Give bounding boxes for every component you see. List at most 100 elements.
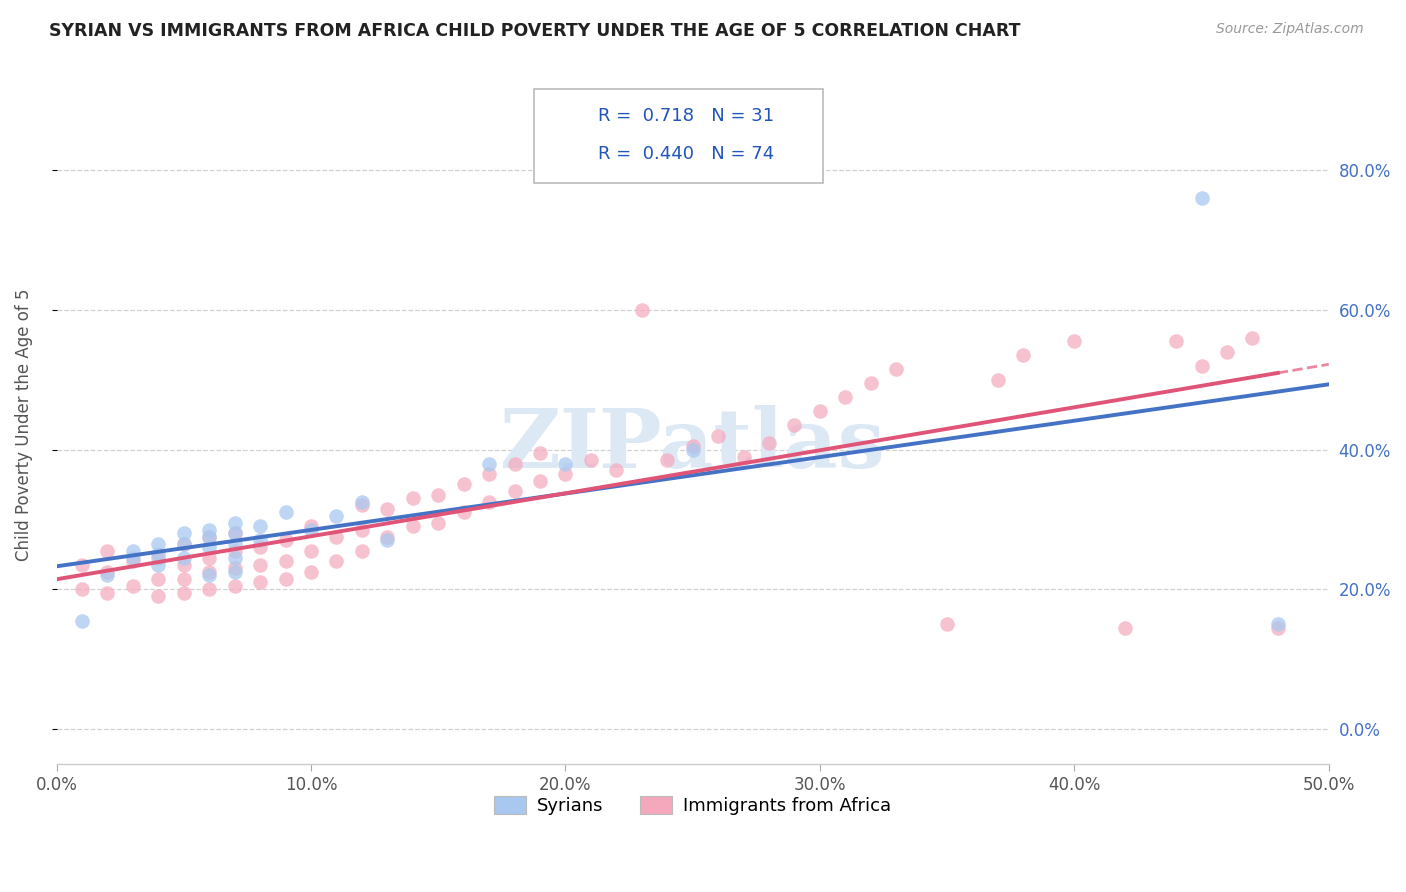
Point [657,453,679,467]
Point [377,530,399,544]
Point [503,457,526,471]
Point [682,442,704,457]
Point [198,568,221,582]
Point [274,554,297,568]
Point [503,484,526,499]
Text: R =  0.718   N = 31: R = 0.718 N = 31 [598,107,773,125]
Text: SYRIAN VS IMMIGRANTS FROM AFRICA CHILD POVERTY UNDER THE AGE OF 5 CORRELATION CH: SYRIAN VS IMMIGRANTS FROM AFRICA CHILD P… [49,22,1021,40]
Point [224,565,246,579]
Point [350,543,373,558]
Point [274,505,297,519]
Point [733,450,755,464]
Point [1012,348,1035,362]
Point [96,543,118,558]
Point [453,505,475,519]
Point [377,533,399,548]
Point [1241,331,1264,345]
Point [605,463,627,477]
Point [198,541,221,555]
Point [707,428,730,442]
Point [173,537,195,551]
Point [579,453,602,467]
Y-axis label: Child Poverty Under the Age of 5: Child Poverty Under the Age of 5 [15,289,32,561]
Point [198,523,221,537]
Point [1267,617,1289,632]
Point [758,435,780,450]
Point [122,543,145,558]
Point [325,508,347,523]
Point [122,550,145,565]
Point [350,523,373,537]
Point [96,565,118,579]
Text: ZIPatlas: ZIPatlas [501,406,886,485]
Text: R =  0.440   N = 74: R = 0.440 N = 74 [598,145,773,163]
Point [402,491,425,506]
Point [224,543,246,558]
Point [70,582,93,597]
Point [173,526,195,541]
Point [224,516,246,530]
Point [224,579,246,593]
Point [148,537,170,551]
Point [198,550,221,565]
Point [198,530,221,544]
Point [299,565,322,579]
Point [630,302,652,317]
Point [478,457,501,471]
Point [148,547,170,561]
Point [70,614,93,628]
Point [224,526,246,541]
Point [350,495,373,509]
Point [529,474,551,488]
Point [122,579,145,593]
Point [859,376,882,391]
Point [224,537,246,551]
Point [1216,344,1239,359]
Point [224,526,246,541]
Point [198,565,221,579]
Point [325,554,347,568]
Point [987,373,1010,387]
Point [148,558,170,572]
Point [96,568,118,582]
Point [173,585,195,599]
Point [274,572,297,586]
Point [224,561,246,575]
Point [478,467,501,481]
Point [249,519,271,533]
Point [325,530,347,544]
Point [377,502,399,516]
Point [249,575,271,590]
Point [148,589,170,603]
Point [783,418,806,433]
Point [249,541,271,555]
Point [299,543,322,558]
Point [1114,621,1136,635]
Point [834,390,856,404]
Point [529,446,551,460]
Point [554,457,576,471]
Point [427,488,450,502]
Point [1063,334,1085,349]
Point [148,572,170,586]
Point [1191,359,1213,373]
Point [224,550,246,565]
Point [299,523,322,537]
Point [96,585,118,599]
Point [249,533,271,548]
Point [682,439,704,453]
Point [936,617,959,632]
Point [402,519,425,533]
Point [148,550,170,565]
Point [554,467,576,481]
Legend: Syrians, Immigrants from Africa: Syrians, Immigrants from Africa [486,789,898,822]
Point [249,558,271,572]
Point [299,519,322,533]
Point [453,477,475,491]
Point [1191,191,1213,205]
Point [122,554,145,568]
Point [173,537,195,551]
Point [884,362,907,376]
Text: Source: ZipAtlas.com: Source: ZipAtlas.com [1216,22,1364,37]
Point [478,495,501,509]
